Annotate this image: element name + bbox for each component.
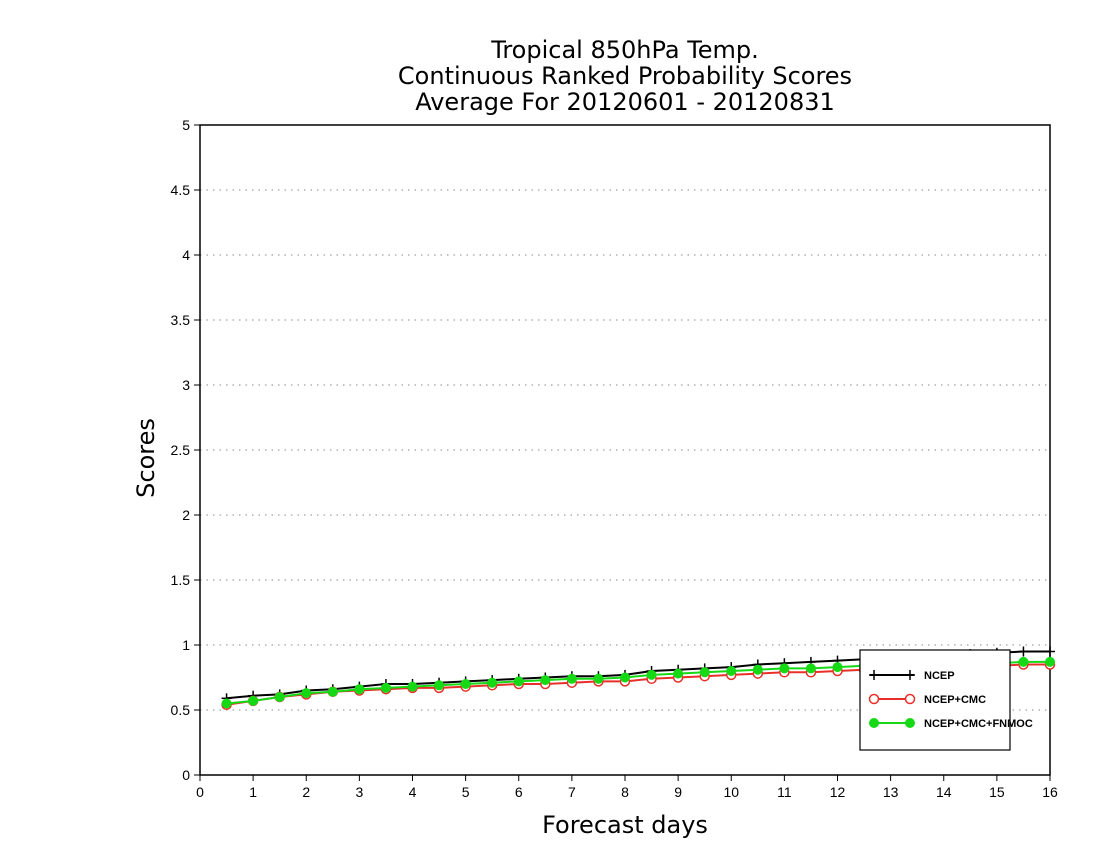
data-point — [540, 675, 551, 686]
y-tick-label: 0 — [182, 767, 190, 783]
legend-marker — [869, 718, 879, 728]
data-point — [274, 692, 285, 702]
data-point — [221, 698, 232, 709]
y-tick-label: 2.5 — [171, 442, 191, 458]
data-point — [380, 682, 391, 693]
x-tick-label: 4 — [409, 784, 417, 800]
x-tick-label: 14 — [936, 784, 952, 800]
data-point — [248, 695, 259, 706]
legend-entry: NCEP+CMC+FNMOC — [869, 718, 1033, 730]
x-tick-label: 5 — [462, 784, 470, 800]
data-point — [1045, 656, 1055, 667]
x-tick-label: 2 — [302, 784, 310, 800]
data-point — [460, 679, 471, 689]
y-tick-label: 3 — [182, 377, 190, 393]
data-point — [699, 667, 710, 678]
x-tick-label: 6 — [515, 784, 523, 800]
y-tick-label: 4 — [182, 247, 190, 263]
legend-marker — [905, 718, 915, 728]
data-point — [487, 677, 498, 688]
data-point — [726, 666, 737, 676]
title-line-1: Tropical 850hPa Temp. — [490, 36, 759, 64]
y-axis: 0 0.5 1 1.5 2 2.5 3 3.5 4 4.5 5 — [171, 117, 200, 783]
x-tick-label: 13 — [883, 784, 899, 800]
x-tick-label: 8 — [621, 784, 629, 800]
data-point — [354, 684, 365, 695]
data-point — [752, 664, 763, 675]
data-point — [805, 663, 816, 674]
y-axis-label: Scores — [132, 418, 160, 498]
data-point — [434, 680, 445, 691]
legend-entry: NCEP+CMC — [868, 693, 986, 706]
y-tick-label: 2 — [182, 507, 190, 523]
data-point — [513, 676, 524, 687]
x-tick-label: 3 — [355, 784, 363, 800]
x-tick-label: 0 — [196, 784, 204, 800]
legend-label: NCEP+CMC — [924, 694, 986, 706]
x-tick-label: 10 — [723, 784, 739, 800]
data-point — [566, 673, 577, 684]
y-tick-label: 0.5 — [171, 702, 191, 718]
legend-marker — [905, 670, 915, 680]
title-line-2: Continuous Ranked Probability Scores — [398, 62, 852, 90]
title-line-3: Average For 20120601 - 20120831 — [415, 88, 835, 116]
y-tick-label: 5 — [182, 117, 190, 133]
x-tick-label: 1 — [249, 784, 257, 800]
data-point — [1018, 646, 1029, 657]
legend-marker — [869, 670, 879, 680]
data-point — [779, 663, 790, 674]
data-point — [646, 669, 657, 680]
x-tick-label: 16 — [1042, 784, 1058, 800]
legend-label: NCEP+CMC+FNMOC — [924, 718, 1033, 730]
y-tick-label: 1 — [182, 637, 190, 653]
y-tick-label: 3.5 — [171, 312, 191, 328]
y-tick-label: 4.5 — [171, 182, 191, 198]
y-tick-label: 1.5 — [171, 572, 191, 588]
legend-marker — [904, 693, 916, 705]
data-point — [620, 672, 630, 683]
legend-marker — [868, 693, 880, 705]
data-point — [327, 686, 338, 697]
gridlines — [200, 189, 1050, 711]
x-tick-label: 15 — [989, 784, 1005, 800]
legend: NCEP NCEP+CMC NCEP+CMC+FNMOC — [859, 649, 1033, 751]
x-tick-label: 9 — [674, 784, 682, 800]
chart-title: Tropical 850hPa Temp. Continuous Ranked … — [398, 36, 852, 116]
x-axis: 0 1 2 3 4 5 6 7 8 9 10 11 12 13 14 15 16 — [196, 775, 1058, 800]
legend-entry: NCEP — [869, 670, 955, 682]
data-point — [407, 681, 418, 692]
data-point — [673, 668, 684, 679]
x-tick-label: 12 — [830, 784, 846, 800]
data-point — [301, 688, 312, 699]
data-point — [593, 673, 604, 684]
legend-label: NCEP — [924, 670, 955, 682]
data-point — [1018, 656, 1029, 667]
x-axis-label: Forecast days — [542, 811, 708, 839]
data-point — [1045, 646, 1055, 657]
x-tick-label: 7 — [568, 784, 576, 800]
data-point — [832, 662, 843, 673]
x-tick-label: 11 — [777, 784, 792, 800]
